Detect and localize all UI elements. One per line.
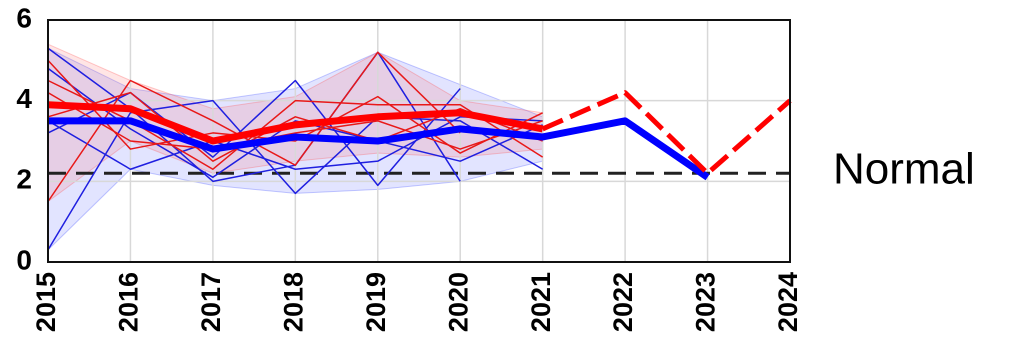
y-tick-label: 4 (16, 83, 32, 114)
series-line (47, 67, 543, 179)
y-tick-label: 0 (16, 244, 32, 275)
x-tick-label: 2018 (278, 272, 308, 332)
series-line (47, 101, 544, 145)
series-line (47, 99, 544, 251)
y-tick-label: 2 (16, 164, 32, 195)
series-line (47, 91, 543, 150)
x-tick-label: 2015 (31, 272, 61, 332)
x-tick-label: 2020 (443, 272, 473, 332)
series-line (541, 90, 792, 176)
series-line (47, 116, 543, 170)
plot-frame (47, 19, 791, 263)
x-tick-label: 2023 (691, 272, 721, 332)
series-line (47, 91, 543, 162)
y-tick-label: 6 (16, 2, 32, 33)
x-tick-label: 2019 (361, 272, 391, 332)
annotation: Normal (833, 145, 975, 194)
x-tick-label: 2021 (526, 272, 556, 332)
series-line (47, 59, 543, 154)
series-line (47, 79, 461, 187)
x-tick-label: 2016 (114, 272, 144, 332)
x-tick-label: 2024 (773, 272, 803, 332)
x-tick-label: 2022 (608, 272, 638, 332)
series-line (48, 117, 710, 181)
x-tick-label: 2017 (196, 272, 226, 332)
